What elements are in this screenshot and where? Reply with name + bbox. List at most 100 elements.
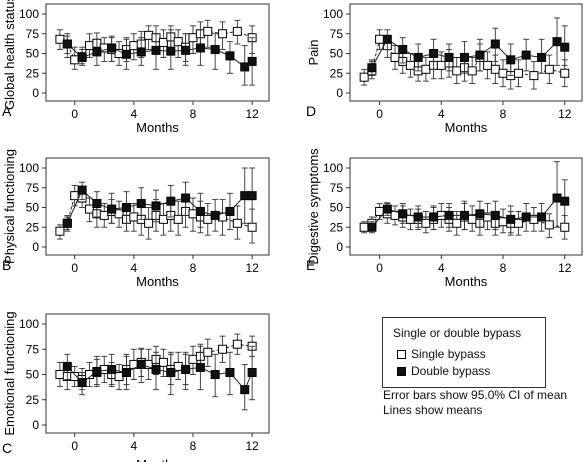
double-bypass-marker	[151, 364, 161, 374]
double-bypass-marker	[225, 51, 235, 61]
double-bypass-marker	[195, 362, 205, 372]
double-bypass-marker	[444, 210, 454, 220]
plot-frame	[349, 157, 583, 256]
x-tick-label: 4	[438, 107, 445, 121]
y-tick-label: 50	[330, 47, 344, 61]
single-bypass-marker	[247, 222, 257, 232]
panel-b: 0 25 50 75 100 0 4 8 12 Months Physical functionin…	[2, 149, 270, 289]
double-bypass-series	[367, 161, 570, 234]
double-bypass-marker	[225, 206, 235, 216]
single-bypass-marker	[421, 218, 431, 228]
y-tick-label: 100	[19, 161, 39, 175]
single-bypass-marker	[129, 41, 139, 51]
double-bypass-marker	[367, 63, 377, 73]
single-bypass-marker	[173, 214, 183, 224]
panel-d: 0 25 50 75 100 0 4 8 12 Months Pain D	[306, 3, 583, 135]
double-bypass-marker	[398, 45, 408, 55]
y-tick-label: 75	[26, 27, 40, 41]
x-axis-label: Months	[445, 120, 488, 135]
panel-c: 0 25 50 75 100 0 4 8 12 Months Emotional functioni…	[2, 311, 270, 462]
double-bypass-marker	[398, 209, 408, 219]
double-bypass-marker	[560, 196, 570, 206]
x-axis-label: Months	[136, 274, 179, 289]
single-bypass-marker	[203, 347, 213, 357]
double-bypass-marker	[382, 204, 392, 214]
x-tick-label: 0	[376, 261, 383, 275]
double-bypass-marker	[136, 359, 146, 369]
y-tick-label: 25	[26, 220, 40, 234]
single-bypass-marker	[232, 26, 242, 36]
x-tick-label: 4	[130, 107, 137, 121]
y-tick-label: 0	[336, 86, 343, 100]
single-bypass-marker	[436, 210, 446, 220]
legend-item-double: Double bypass	[397, 364, 490, 378]
double-bypass-marker	[62, 39, 72, 49]
double-bypass-marker	[92, 47, 102, 57]
legend-double-label: Double bypass	[411, 364, 491, 378]
double-bypass-marker	[521, 50, 531, 60]
single-bypass-marker	[498, 68, 508, 78]
y-tick-label: 0	[32, 86, 39, 100]
y-tick-label: 75	[26, 342, 40, 356]
double-bypass-marker	[107, 364, 117, 374]
panel-letter: D	[306, 103, 316, 119]
single-bypass-marker	[203, 26, 213, 36]
single-bypass-marker	[203, 214, 213, 224]
single-bypass-marker	[188, 209, 198, 219]
double-bypass-marker	[537, 52, 547, 62]
double-bypass-marker	[166, 46, 176, 56]
double-bypass-marker	[429, 49, 439, 58]
x-tick-label: 12	[245, 439, 259, 453]
y-axis-label: Digestive symptoms	[306, 148, 321, 265]
x-tick-label: 0	[71, 107, 78, 121]
y-axis-label: Physical functioning	[2, 149, 17, 264]
double-bypass-marker	[537, 212, 547, 222]
x-tick-label: 12	[558, 261, 572, 275]
single-bypass-marker	[218, 344, 228, 354]
single-bypass-marker	[405, 214, 415, 224]
y-tick-label: 50	[26, 201, 40, 215]
double-bypass-marker	[210, 370, 220, 379]
x-tick-label: 4	[130, 261, 137, 275]
panel-a: 0 25 50 75 100 0 4 8 12 Months Global health statu…	[2, 0, 270, 135]
double-bypass-marker	[552, 193, 562, 203]
y-tick-label: 0	[336, 240, 343, 254]
double-bypass-marker	[490, 39, 500, 49]
single-bypass-marker	[144, 30, 154, 40]
single-bypass-marker	[544, 220, 554, 230]
single-bypass-marker	[452, 218, 462, 228]
single-bypass-marker	[84, 204, 94, 214]
double-bypass-marker	[166, 196, 176, 206]
single-bypass-marker	[70, 191, 80, 201]
single-bypass-marker	[144, 218, 154, 228]
double-bypass-marker	[444, 52, 454, 62]
double-bypass-swatch	[397, 366, 406, 376]
double-bypass-marker	[247, 367, 257, 377]
panel-letter: A	[2, 103, 12, 119]
y-tick-label: 25	[330, 220, 344, 234]
x-axis-label: Months	[445, 274, 488, 289]
double-bypass-marker	[121, 49, 131, 59]
single-bypass-marker	[99, 364, 109, 374]
single-bypass-marker	[544, 64, 554, 74]
double-bypass-marker	[136, 47, 146, 57]
single-bypass-marker	[70, 55, 80, 65]
y-tick-label: 75	[330, 181, 344, 195]
single-bypass-marker	[173, 361, 183, 371]
double-bypass-marker	[560, 42, 570, 52]
single-bypass-marker	[232, 218, 242, 228]
y-axis-label: Global health status	[2, 0, 17, 110]
single-bypass-marker	[158, 357, 168, 367]
double-bypass-marker	[107, 43, 117, 53]
double-bypass-marker	[225, 367, 235, 377]
legend-item-single: Single bypass	[397, 347, 486, 361]
double-bypass-marker	[107, 204, 117, 214]
double-bypass-marker	[151, 201, 161, 211]
y-tick-label: 0	[32, 418, 39, 432]
double-bypass-marker	[77, 378, 87, 388]
double-bypass-marker	[195, 206, 205, 216]
single-bypass-marker	[436, 60, 446, 70]
double-bypass-marker	[181, 364, 191, 374]
legend-title: Single or double bypass	[393, 326, 522, 340]
